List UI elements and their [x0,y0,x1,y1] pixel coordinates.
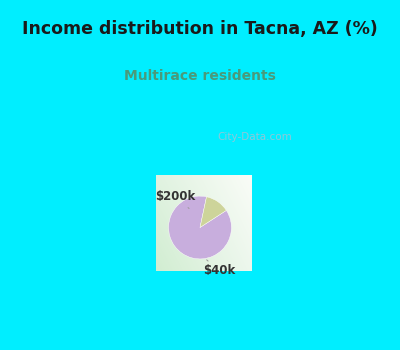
Wedge shape [168,196,232,259]
Text: Income distribution in Tacna, AZ (%): Income distribution in Tacna, AZ (%) [22,20,378,38]
Text: $40k: $40k [203,260,235,277]
Text: Multirace residents: Multirace residents [124,69,276,83]
Text: City-Data.com: City-Data.com [217,132,292,142]
Text: $200k: $200k [155,190,195,209]
Wedge shape [200,197,226,228]
